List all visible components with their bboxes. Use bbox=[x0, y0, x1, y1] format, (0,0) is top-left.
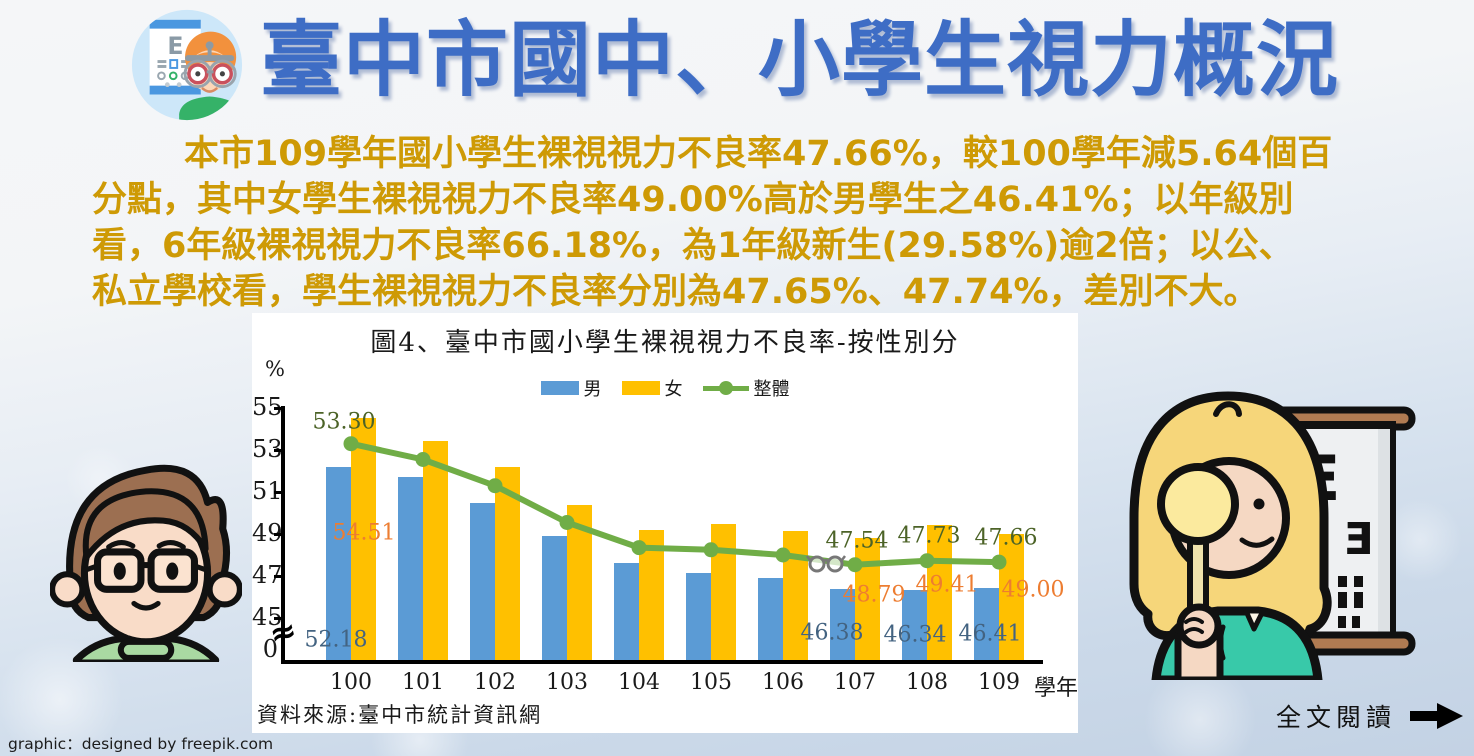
bar-男-100 bbox=[326, 467, 351, 662]
y-axis-line bbox=[281, 406, 285, 664]
x-tick-label: 105 bbox=[690, 670, 732, 695]
y-tick-mark bbox=[274, 449, 282, 452]
chart-title: 圖4、臺中市國小學生裸視視力不良率-按性別分 bbox=[370, 328, 960, 358]
data-label-男-109: 46.41 bbox=[958, 621, 1022, 647]
y-tick-mark bbox=[274, 407, 282, 410]
chart-legend: 男 女 整體 bbox=[252, 375, 1078, 401]
legend-bar-swatch bbox=[540, 381, 579, 395]
intro-paragraph: 本市109學年國小學生裸視視力不良率47.66%，較100學年減5.64個百分點… bbox=[92, 131, 1392, 315]
x-tick-label: 104 bbox=[618, 670, 660, 695]
bar-男-107 bbox=[830, 589, 855, 662]
x-tick-label: 100 bbox=[330, 670, 372, 695]
bar-女-102 bbox=[495, 466, 520, 662]
bar-女-101 bbox=[423, 440, 448, 662]
y-tick-mark bbox=[274, 617, 282, 620]
bar-男-108 bbox=[902, 589, 927, 662]
data-label-女-108: 49.41 bbox=[915, 572, 979, 598]
legend-label: 女 bbox=[664, 379, 683, 400]
intro-line: 分點，其中女學生裸視視力不良率49.00%高於男學生之46.41%；以年級別 bbox=[92, 180, 1294, 220]
data-label-女-100: 54.51 bbox=[332, 520, 396, 546]
intro-line: 看，6年級裸視視力不良率66.18%，為1年級新生(29.58%)逾2倍；以公、 bbox=[92, 226, 1294, 266]
bar-女-104 bbox=[639, 529, 664, 662]
data-label-女-107: 48.79 bbox=[842, 582, 906, 608]
read-more-label: 全文閱讀 bbox=[1276, 703, 1397, 732]
intro-line: 本市109學年國小學生裸視視力不良率47.66%，較100學年減5.64個百 bbox=[184, 134, 1333, 174]
bar-男-106 bbox=[758, 578, 783, 662]
y-tick-mark bbox=[274, 575, 282, 578]
plot-area: 55 53 51 49 47 45 0 ≈52.18 46.38 46.34 46.41 54.51 4… bbox=[252, 313, 1078, 733]
svg-text:E: E bbox=[167, 32, 183, 60]
legend-bar-swatch bbox=[621, 381, 660, 395]
bar-男-103 bbox=[542, 536, 567, 662]
glasses-icon bbox=[806, 555, 846, 573]
data-label-整體-108: 47.73 bbox=[897, 523, 961, 549]
x-axis-unit-label: 學年 bbox=[1034, 676, 1079, 701]
x-tick-label: 107 bbox=[834, 670, 876, 695]
legend-label: 男 bbox=[583, 379, 602, 400]
x-tick-label: 103 bbox=[546, 670, 588, 695]
x-tick-label: 108 bbox=[906, 670, 948, 695]
x-tick-label: 101 bbox=[402, 670, 444, 695]
legend-item-女: 女 bbox=[621, 375, 683, 401]
x-tick-label: 102 bbox=[474, 670, 516, 695]
x-tick-label: 109 bbox=[978, 670, 1020, 695]
y-tick-mark bbox=[274, 491, 282, 494]
bar-男-105 bbox=[686, 572, 711, 662]
chart-source: 資料來源:臺中市統計資訊網 bbox=[257, 703, 543, 727]
legend-item-男: 男 bbox=[540, 375, 602, 401]
chart-panel: 圖4、臺中市國小學生裸視視力不良率-按性別分 男女整體 % 55 53 51 49 47… bbox=[252, 313, 1078, 733]
credit-text: graphic：designed by freepik.com bbox=[8, 735, 274, 753]
x-axis-line bbox=[281, 660, 1043, 664]
page-title: 臺中市國中、小學生視力概況 bbox=[260, 13, 1340, 108]
bar-女-105 bbox=[711, 523, 736, 662]
read-more-link[interactable]: 全文閱讀 bbox=[1276, 698, 1466, 734]
eye-exam-badge-icon: E bbox=[131, 9, 243, 121]
y-tick-mark bbox=[274, 533, 282, 536]
arrow-right-icon bbox=[1410, 703, 1464, 729]
intro-line: 私立學校看，學生裸視視力不良率分別為47.65%、47.74%，差別不大。 bbox=[92, 272, 1259, 312]
bar-男-101 bbox=[398, 477, 423, 662]
data-label-整體-100: 53.30 bbox=[312, 409, 376, 435]
y-axis-unit-label: % bbox=[265, 357, 285, 381]
bar-男-102 bbox=[470, 502, 495, 662]
y-tick-label-zero: 0 bbox=[262, 635, 278, 663]
data-label-男-107: 46.38 bbox=[800, 620, 864, 646]
legend-item-整體: 整體 bbox=[702, 375, 790, 401]
bar-女-103 bbox=[567, 504, 592, 662]
x-tick-label: 106 bbox=[762, 670, 804, 695]
bar-男-109 bbox=[974, 588, 999, 662]
data-label-整體-109: 47.66 bbox=[974, 525, 1038, 551]
girl-eye-test-illustration: E E bbox=[1129, 391, 1416, 680]
bar-男-104 bbox=[614, 563, 639, 662]
svg-text:E: E bbox=[1344, 514, 1374, 565]
data-label-男-100: 52.18 bbox=[304, 627, 368, 653]
data-label-男-108: 46.34 bbox=[883, 622, 947, 648]
legend-line-swatch bbox=[702, 381, 749, 395]
data-label-整體-107: 47.54 bbox=[825, 528, 889, 554]
data-label-女-109: 49.00 bbox=[1001, 577, 1065, 603]
boy-with-glasses-illustration bbox=[50, 464, 242, 662]
legend-label: 整體 bbox=[753, 379, 790, 400]
